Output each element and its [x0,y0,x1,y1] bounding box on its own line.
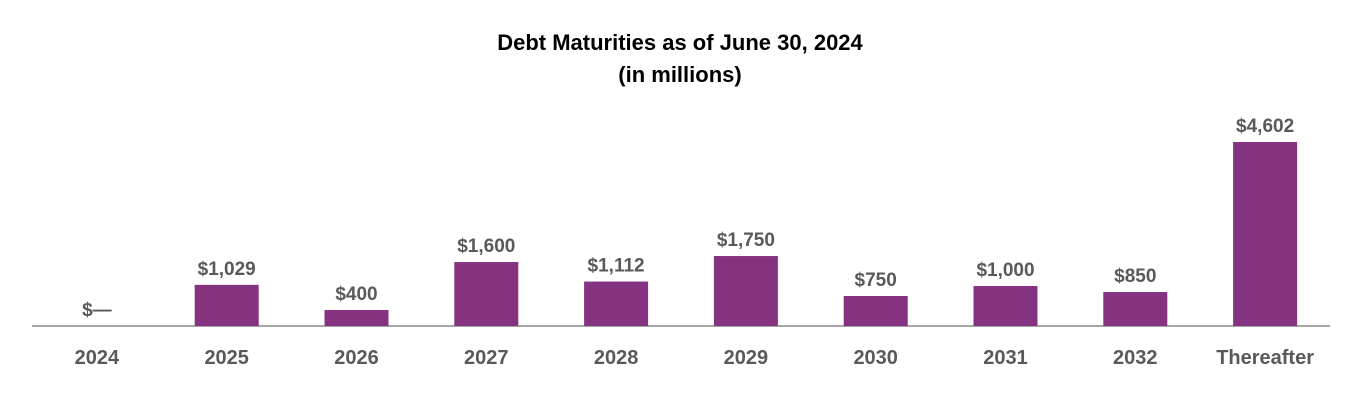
data-label-2028: $1,112 [588,256,645,277]
bar-2030 [843,296,908,326]
bar-2028 [584,281,649,326]
data-label-2031: $1,000 [976,260,1034,281]
bar-2032 [1103,292,1168,326]
x-tick-label-2031: 2031 [983,347,1028,369]
x-tick-label-2025: 2025 [204,347,249,369]
data-label-2027: $1,600 [457,236,515,257]
data-label-2030: $750 [855,270,897,291]
x-tick-label-2024: 2024 [75,347,120,369]
bar-thereafter [1233,142,1298,326]
data-label-thereafter: $4,602 [1236,116,1294,137]
data-label-2029: $1,750 [717,230,775,251]
x-tick-label-2028: 2028 [594,347,639,369]
x-tick-label-thereafter: Thereafter [1216,347,1314,369]
x-tick-label-2029: 2029 [724,347,769,369]
data-label-2026: $400 [335,284,377,305]
chart-title: Debt Maturities as of June 30, 2024 [497,30,863,55]
bar-2031 [973,286,1038,326]
x-tick-label-2032: 2032 [1113,347,1158,369]
bar-2025 [194,284,259,326]
chart-subtitle: (in millions) [618,62,742,87]
x-tick-label-2030: 2030 [853,347,898,369]
x-tick-label-2026: 2026 [334,347,379,369]
x-tick-label-2027: 2027 [464,347,509,369]
data-label-2025: $1,029 [198,259,256,280]
bar-2027 [454,262,519,326]
data-label-2032: $850 [1114,266,1156,287]
data-label-2024: $— [82,300,112,321]
bar-2026 [324,310,389,326]
bar-2029 [713,256,778,326]
